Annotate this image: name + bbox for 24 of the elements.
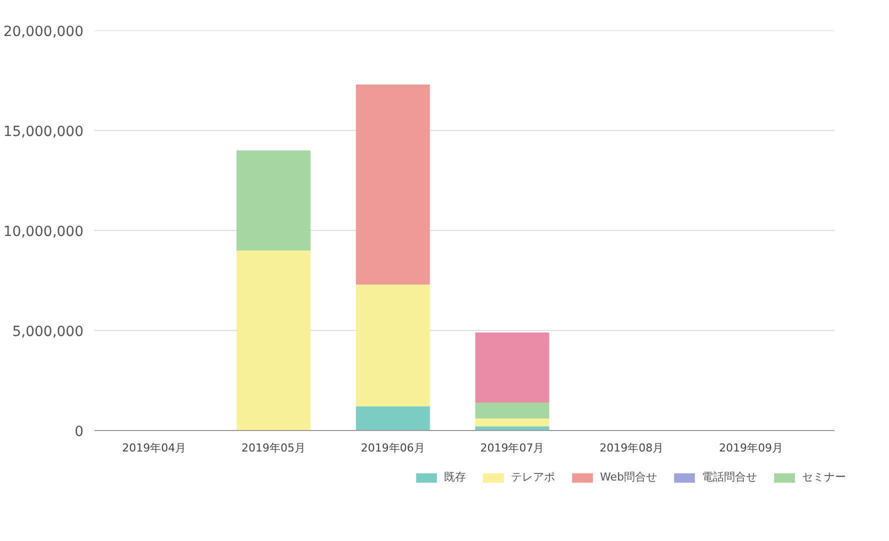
x-tick-label: 2019年07月 [480, 442, 544, 454]
legend-label: Web問合せ [600, 470, 657, 484]
bar [236, 250, 311, 430]
bar [356, 284, 430, 406]
bar [356, 84, 430, 284]
legend-label: テレアポ [511, 470, 556, 484]
y-tick-label: 5,000,000 [12, 324, 84, 340]
x-tick-label: 2019年05月 [242, 442, 306, 454]
legend-label: セミナー [802, 470, 846, 484]
legend-label: 既存 [444, 470, 466, 484]
y-tick-label: 10,000,000 [3, 224, 84, 240]
bar [236, 150, 311, 250]
bar [475, 402, 550, 418]
bar [475, 418, 550, 426]
x-tick-label: 2019年08月 [600, 442, 664, 454]
x-tick-label: 2019年09月 [718, 442, 783, 454]
legend-label: 電話問合せ [702, 470, 757, 484]
x-tick-label: 2019年04月 [122, 442, 186, 454]
bar [356, 406, 430, 430]
y-tick-label: 15,000,000 [3, 124, 84, 140]
y-tick-label: 0 [74, 424, 84, 440]
bar [475, 332, 550, 402]
y-tick-label: 20,000,000 [3, 24, 84, 40]
x-tick-label: 2019年06月 [360, 442, 425, 454]
